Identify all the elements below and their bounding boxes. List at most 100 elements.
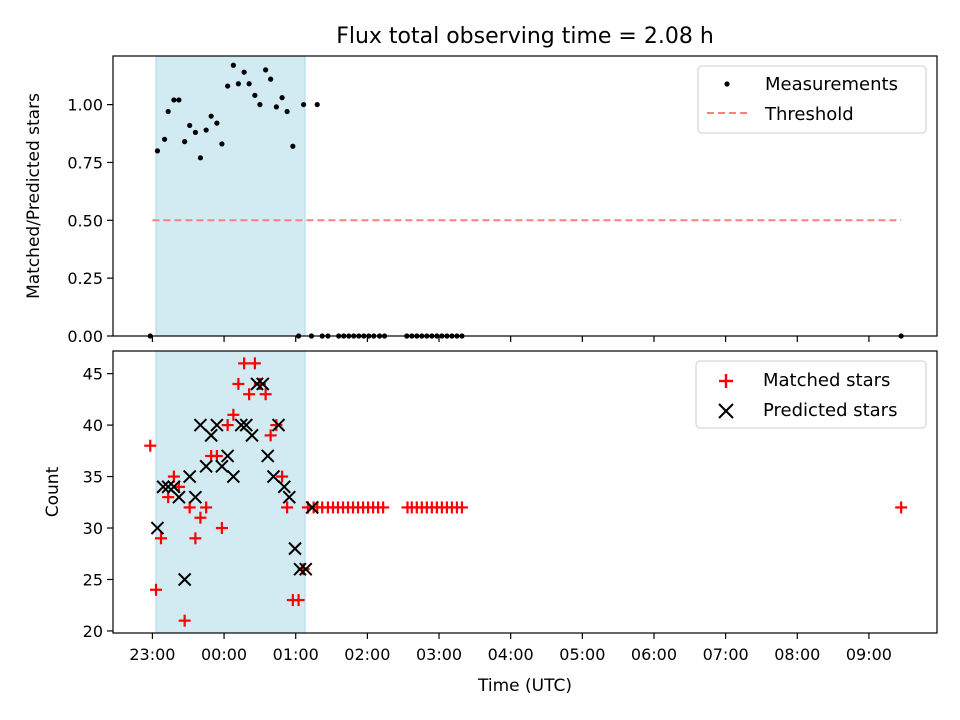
measurement-point	[252, 92, 258, 98]
matched-star-point	[178, 614, 191, 627]
measurement-point	[165, 108, 171, 115]
y-tick-label: 20	[83, 622, 103, 641]
measurement-point	[208, 113, 214, 119]
predicted-star-point	[293, 562, 307, 576]
predicted-star-point	[226, 469, 241, 484]
x-tick-label: 03:00	[416, 645, 462, 664]
legend-matched-label: Matched stars	[763, 370, 890, 391]
matched-star-point	[183, 501, 196, 514]
matched-star-point	[215, 522, 228, 535]
legend-measurements-marker	[724, 81, 730, 87]
predicted-star-point	[193, 418, 208, 432]
measurement-point	[314, 101, 320, 108]
top-axes-frame	[112, 55, 938, 337]
measurement-point	[176, 97, 182, 103]
matched-star-point	[281, 501, 294, 514]
y-tick-label: 35	[83, 468, 103, 487]
measurement-point	[235, 81, 241, 87]
legend-threshold-label: Threshold	[764, 104, 854, 125]
measurement-point	[187, 122, 193, 129]
matched-star-point	[455, 501, 468, 514]
measurement-point	[290, 143, 296, 149]
matched-star-point	[248, 357, 261, 370]
matched-star-point	[377, 501, 390, 514]
measurement-point	[161, 136, 168, 142]
matched-star-point	[144, 439, 157, 452]
bottom-x-axis: 23:00 00:00 01:00 02:00 03:00 04:00 05:00 06:00…	[129, 633, 892, 664]
bottom-axes-frame	[112, 350, 938, 634]
x-tick-label: 00:00	[201, 645, 247, 664]
matched-star-point	[194, 511, 207, 524]
matched-star-point	[270, 419, 283, 432]
predicted-star-point	[282, 490, 296, 504]
legend-predicted-marker	[718, 403, 734, 419]
predicted-star-point	[156, 480, 170, 494]
measurement-point	[300, 101, 307, 108]
measurement-point	[241, 69, 247, 75]
matched-star-point	[227, 408, 240, 421]
predicted-star-point	[150, 521, 165, 535]
x-tick-label: 04:00	[488, 645, 534, 664]
measurement-point	[263, 67, 269, 73]
predicted-star-point	[210, 418, 224, 432]
observing-window-shade-top	[155, 55, 306, 337]
bottom-y-axis-label: Count	[43, 466, 63, 517]
measurement-point	[230, 62, 236, 68]
x-tick-label: 23:00	[129, 645, 175, 664]
y-tick-label: 0.75	[67, 153, 103, 172]
matched-star-point	[238, 357, 251, 370]
predicted-star-point	[161, 480, 175, 494]
x-tick-label: 08:00	[774, 645, 820, 664]
predicted-star-point	[239, 418, 253, 432]
predicted-star-point	[245, 428, 259, 443]
predicted-star-point	[266, 469, 281, 484]
measurement-point	[257, 101, 263, 108]
bottom-legend-box	[695, 360, 927, 429]
y-tick-label: 0.50	[67, 211, 103, 230]
predicted-star-point	[167, 480, 181, 494]
matched-star-point	[259, 388, 272, 401]
measurement-point	[192, 129, 198, 135]
matched-star-point	[264, 429, 277, 442]
y-tick-label: 30	[83, 519, 103, 538]
y-tick-label: 25	[83, 570, 103, 589]
x-tick-label: 06:00	[631, 645, 677, 664]
top-legend: Measurements Threshold	[697, 65, 927, 134]
predicted-star-point	[234, 418, 248, 432]
measurement-point	[268, 76, 274, 82]
predicted-star-point	[299, 562, 313, 576]
top-y-axis: 0.00 0.25 0.50 0.75 1.00	[67, 96, 113, 346]
matched-star-point	[292, 594, 305, 607]
measurement-point	[197, 155, 204, 161]
matched-star-point	[167, 470, 180, 483]
matched-star-point	[200, 501, 213, 514]
x-tick-label: 05:00	[559, 645, 605, 664]
predicted-star-point	[177, 572, 192, 587]
predicted-star-point	[288, 541, 302, 556]
bottom-y-axis: 20 25 30 35 40 45	[83, 365, 113, 641]
predicted-star-point	[277, 480, 291, 494]
measurement-point	[279, 95, 285, 101]
y-tick-label: 1.00	[67, 96, 103, 115]
bottom-legend: Matched stars Predicted stars	[695, 360, 927, 429]
predicted-stars-series	[150, 377, 319, 587]
predicted-star-point	[182, 469, 197, 484]
x-tick-label: 01:00	[273, 645, 319, 664]
measurement-point	[225, 83, 231, 89]
predicted-star-point	[305, 500, 319, 515]
legend-predicted-label: Predicted stars	[763, 400, 897, 421]
predicted-star-point	[172, 490, 186, 504]
x-tick-label: 07:00	[703, 645, 749, 664]
matched-star-point	[155, 532, 168, 545]
measurement-point	[154, 148, 161, 154]
y-tick-label: 0.25	[67, 269, 103, 288]
top-panel: 0.00 0.25 0.50 0.75 1.00 Matched/Predicted s…	[24, 55, 938, 346]
top-legend-box	[697, 65, 927, 134]
x-tick-label: 02:00	[344, 645, 390, 664]
predicted-star-point	[204, 428, 218, 443]
x-axis-label: Time (UTC)	[477, 676, 572, 696]
measurement-point	[273, 104, 279, 110]
predicted-star-point	[271, 418, 286, 432]
matched-star-point	[895, 501, 908, 514]
